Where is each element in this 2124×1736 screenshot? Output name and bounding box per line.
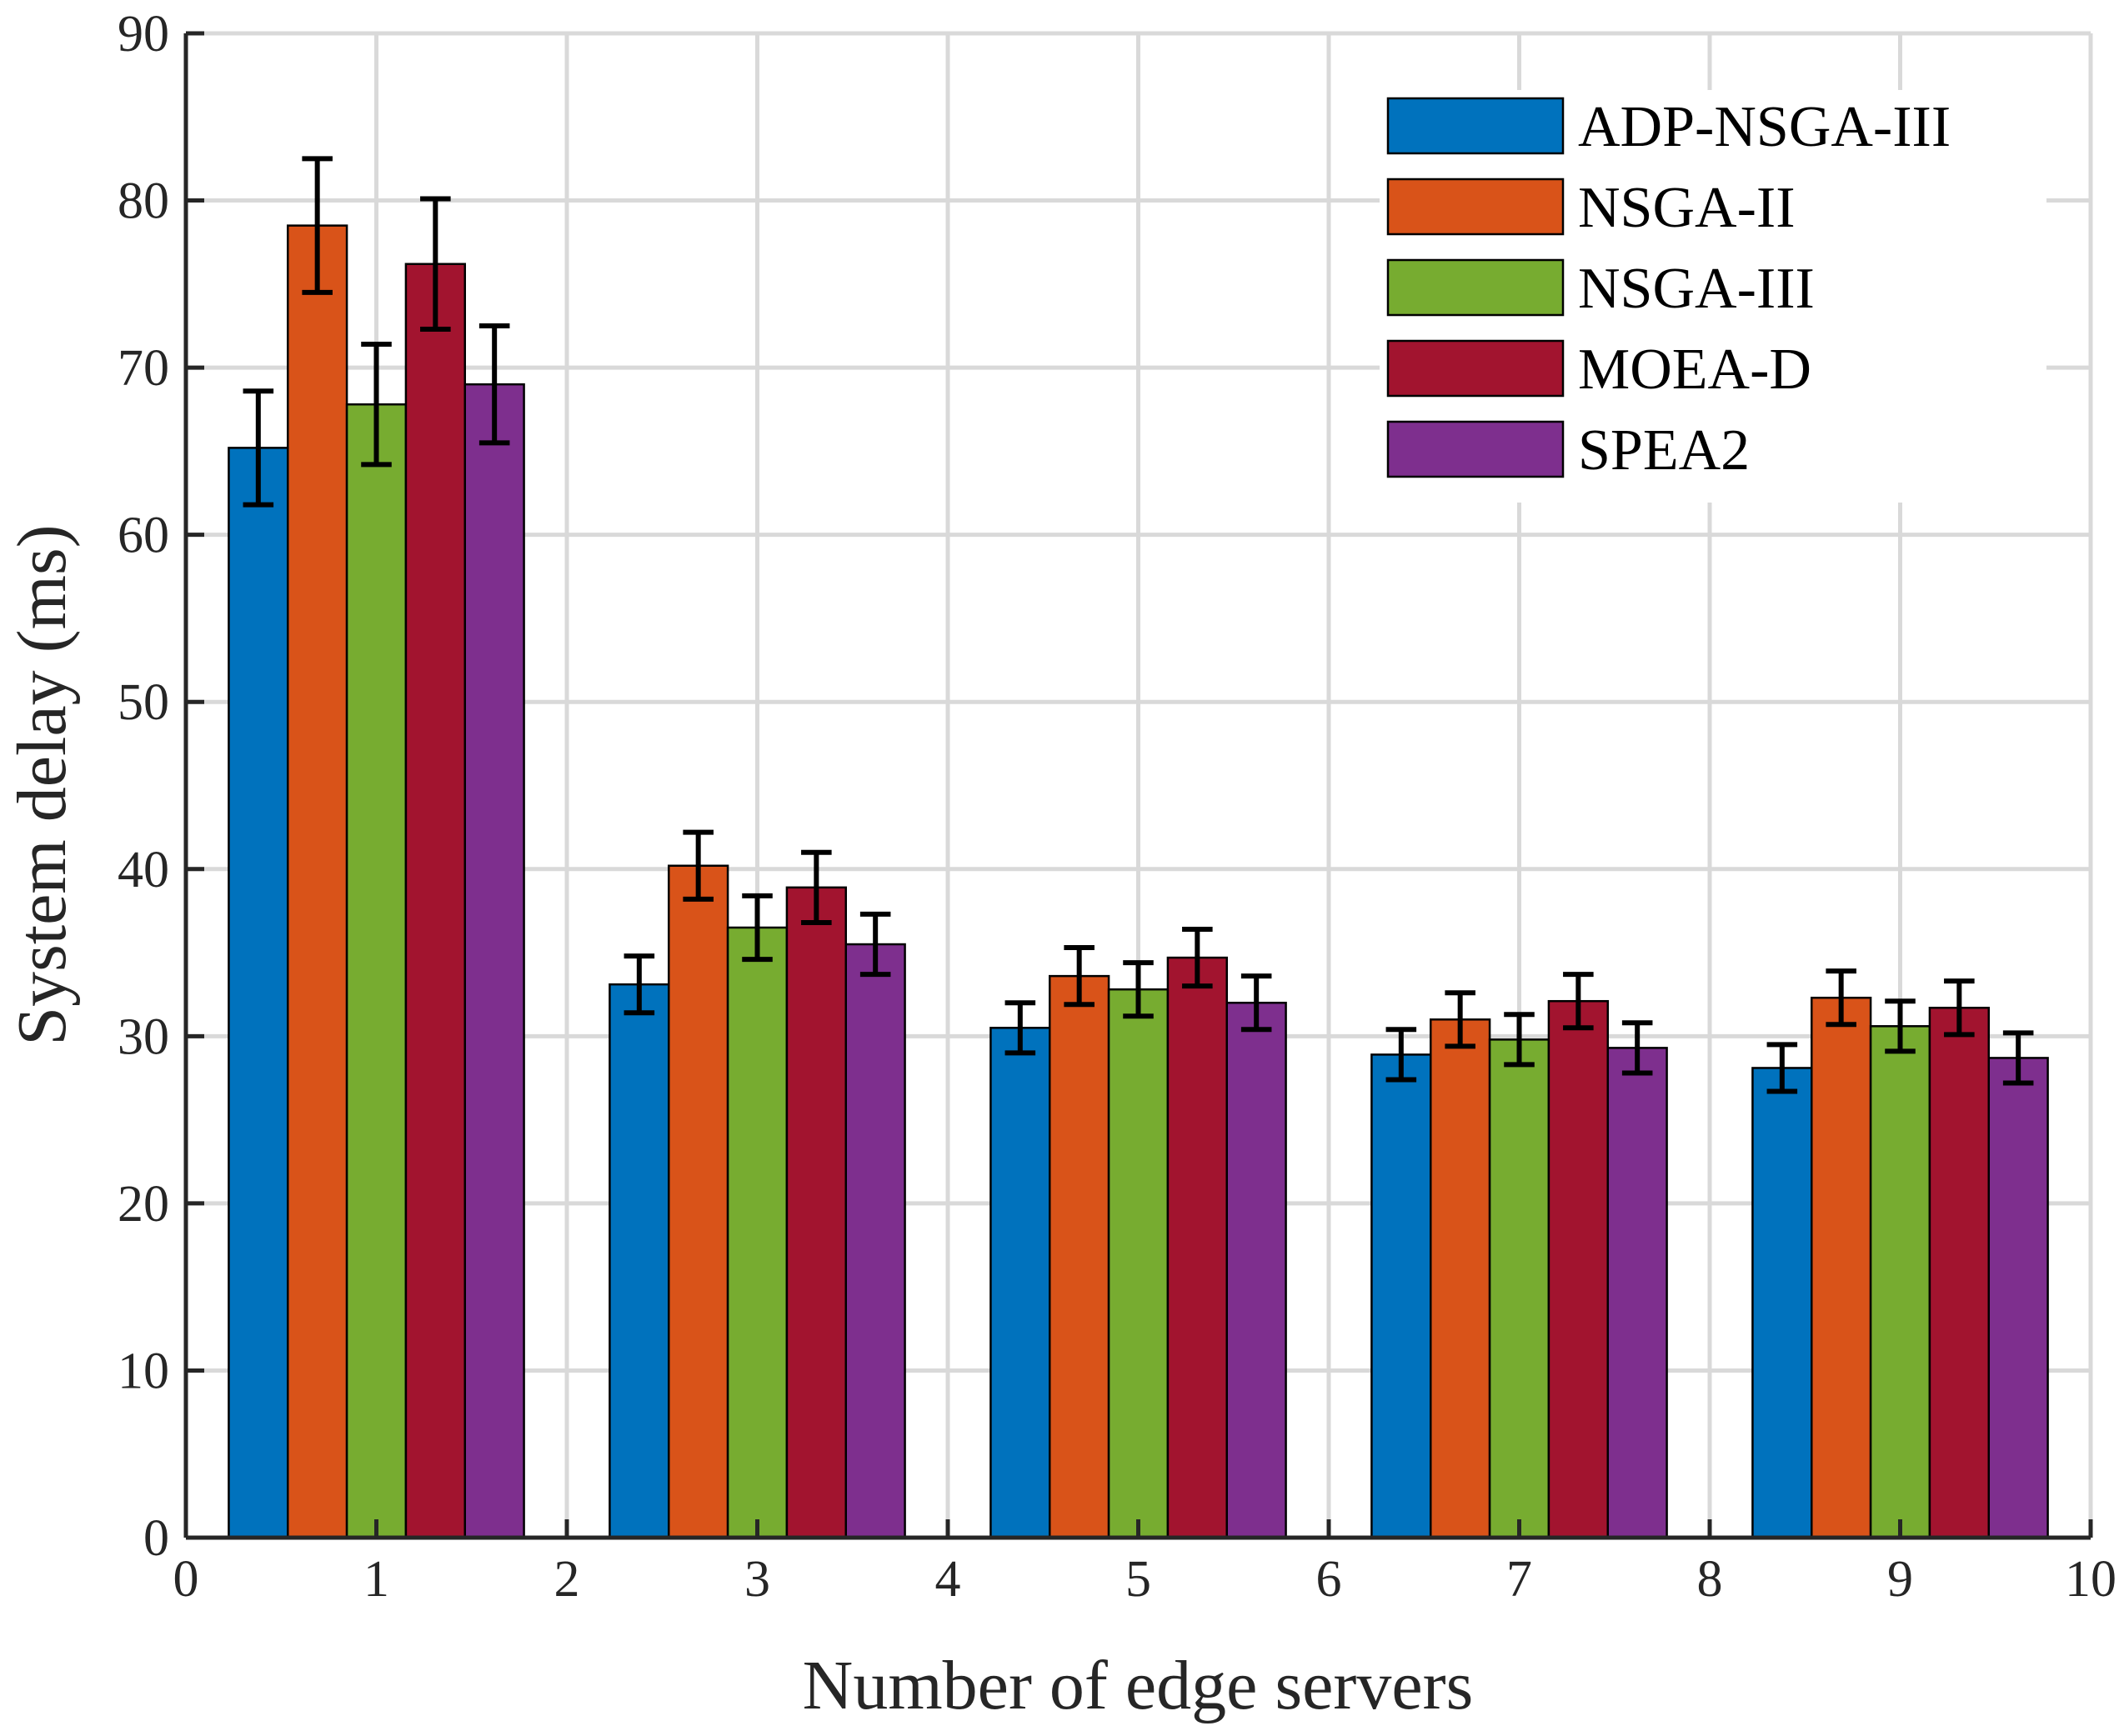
bar [1225,1001,1287,1539]
x-tick-label: 6 [1316,1551,1342,1608]
y-tick-label: 50 [118,674,169,731]
legend: ADP-NSGA-III NSGA-II NSGA-III MOEA-D SPEA2 [1380,90,2046,503]
y-tick-label: 10 [118,1343,169,1399]
error-bar [683,829,714,902]
error-bar [478,323,510,446]
x-tick-label: 7 [1506,1551,1532,1608]
error-bar [1885,998,1916,1054]
legend-swatch [1386,258,1565,317]
error-bar [1123,960,1154,1019]
error-bar [801,849,832,925]
legend-swatch [1386,339,1565,398]
error-bar [1621,1020,1653,1076]
bars [228,224,2049,1539]
legend-swatch [1386,178,1565,236]
x-tick-label: 4 [935,1551,961,1608]
error-bars [243,156,2034,1094]
legend-swatch [1386,97,1565,155]
legend-label: NSGA-II [1578,176,1796,240]
bar [844,943,906,1539]
y-tick-label: 90 [118,6,169,63]
y-tick-label: 40 [118,842,169,898]
error-bar [1445,990,1475,1049]
bar [1987,1057,2049,1539]
legend-label: SPEA2 [1578,418,1750,483]
y-tick-label: 0 [143,1510,169,1567]
error-bar [1766,1042,1798,1094]
error-bar [1944,978,1975,1038]
x-tick-label: 1 [363,1551,389,1608]
bar [1751,1067,1813,1539]
error-bar [624,953,655,1016]
bar [726,926,789,1539]
error-bar [302,156,333,295]
x-tick-label: 8 [1697,1551,1723,1608]
error-bar [1182,926,1213,989]
error-bar [361,342,392,468]
bar [286,224,348,1539]
y-tick-label: 20 [118,1176,169,1233]
bar [345,403,408,1539]
bar [785,886,848,1539]
x-tick-label: 5 [1125,1551,1151,1608]
y-axis-title: System delay (ms) [3,524,81,1045]
bar [1869,1025,1931,1539]
bar [989,1027,1051,1539]
error-bar [742,893,773,963]
error-bar [2002,1030,2034,1086]
axes [183,31,2093,1540]
error-bar [420,196,451,332]
bar [404,263,467,1539]
bar [609,983,670,1539]
error-bar [243,388,274,508]
error-bar [1563,972,1594,1031]
x-axis-title: Number of edge servers [803,1647,1474,1724]
error-bar [1240,973,1272,1033]
bar [228,447,289,1539]
error-bar [1064,945,1095,1008]
y-tick-label: 60 [118,508,169,564]
bar [1488,1038,1550,1539]
bar [1547,999,1610,1539]
error-bar [1826,968,1856,1028]
x-tick-label: 10 [2065,1551,2116,1608]
x-tick-label: 9 [1887,1551,1913,1608]
error-bar [1004,1000,1036,1056]
legend-swatch [1386,420,1565,478]
bar [1048,974,1110,1539]
y-tick-label: 30 [118,1008,169,1065]
legend-label: MOEA-D [1578,338,1811,402]
legend-label: NSGA-III [1578,257,1815,321]
bar [1928,1006,1991,1539]
error-bar [859,911,891,978]
bar [1429,1018,1491,1539]
x-tick-label: 0 [173,1551,199,1608]
bar [1166,956,1229,1539]
error-bar [1504,1012,1535,1068]
bar [1107,988,1170,1539]
y-tick-label: 80 [118,173,169,230]
x-tick-label: 3 [744,1551,770,1608]
y-tick-label: 70 [118,340,169,397]
bar [1810,996,1872,1539]
bar [1606,1047,1668,1539]
x-tick-label: 2 [554,1551,580,1608]
error-bar [1385,1027,1417,1083]
legend-label: ADP-NSGA-III [1578,95,1951,159]
bar [463,383,525,1539]
bar [667,864,729,1539]
tick-labels: 0 1 2 3 4 5 6 7 8 9 10 0 10 20 30 40 50 60 70 80 90 [118,6,2116,1608]
bar [1370,1053,1432,1539]
